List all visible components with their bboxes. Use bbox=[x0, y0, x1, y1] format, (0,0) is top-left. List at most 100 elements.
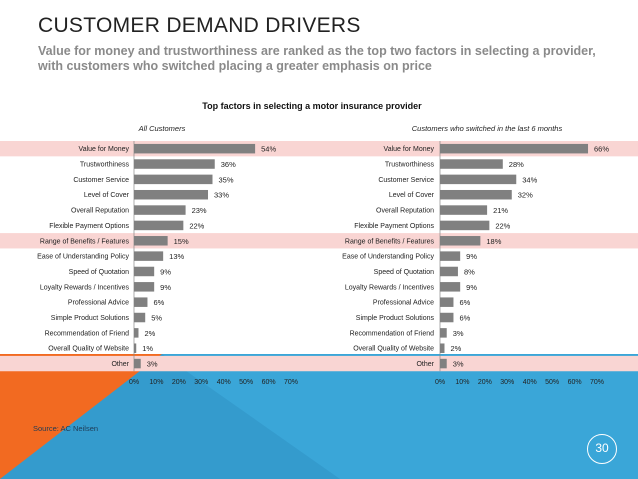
data-label: 66% bbox=[594, 145, 609, 154]
category-label: Range of Benefits / Features bbox=[345, 238, 435, 245]
bar bbox=[134, 174, 213, 185]
bar bbox=[440, 266, 458, 277]
bar bbox=[134, 312, 146, 323]
category-label: Trustworthiness bbox=[80, 162, 130, 169]
data-label: 23% bbox=[192, 206, 207, 215]
category-label: Value for Money bbox=[384, 146, 435, 153]
data-label: 18% bbox=[486, 237, 501, 246]
bar bbox=[440, 143, 589, 154]
background-shapes bbox=[0, 354, 638, 479]
chart-panel: All Customers Value for Money 54% Trustwort… bbox=[37, 124, 298, 386]
category-label: Overall Quality of Website bbox=[353, 346, 434, 353]
bar bbox=[134, 143, 256, 154]
category-label: Loyalty Rewards / Incentives bbox=[40, 284, 130, 291]
bar bbox=[440, 297, 454, 307]
bar bbox=[440, 251, 461, 261]
data-label: 9% bbox=[466, 252, 477, 261]
bar bbox=[134, 297, 148, 307]
bar bbox=[134, 282, 155, 292]
bar bbox=[134, 343, 137, 353]
data-label: 33% bbox=[214, 191, 229, 200]
bar bbox=[440, 236, 481, 246]
bar bbox=[440, 282, 461, 292]
category-label: Speed of Quotation bbox=[374, 269, 434, 276]
x-tick-label: 60% bbox=[262, 379, 276, 386]
x-tick-label: 50% bbox=[239, 379, 253, 386]
x-tick-label: 20% bbox=[172, 379, 186, 386]
data-label: 2% bbox=[450, 344, 461, 353]
category-label: Value for Money bbox=[79, 146, 130, 153]
category-label: Overall Reputation bbox=[376, 208, 434, 215]
data-label: 15% bbox=[174, 237, 189, 246]
panel-title: All Customers bbox=[138, 124, 186, 133]
data-label: 54% bbox=[261, 145, 276, 154]
x-tick-label: 70% bbox=[590, 379, 604, 386]
category-label: Flexible Payment Options bbox=[354, 223, 434, 230]
bar bbox=[440, 358, 447, 369]
data-label: 1% bbox=[142, 344, 153, 353]
category-label: Range of Benefits / Features bbox=[40, 238, 130, 245]
data-label: 22% bbox=[495, 221, 510, 230]
category-label: Trustworthiness bbox=[385, 162, 435, 169]
x-tick-label: 70% bbox=[284, 379, 298, 386]
x-tick-label: 60% bbox=[568, 379, 582, 386]
x-tick-label: 50% bbox=[545, 379, 559, 386]
bar bbox=[134, 220, 184, 231]
chart-panel: Customers who switched in the last 6 mon… bbox=[342, 124, 609, 386]
data-label: 6% bbox=[459, 298, 470, 307]
slide-subtitle: Value for money and trustworthiness are … bbox=[38, 44, 596, 73]
data-label: 32% bbox=[518, 191, 533, 200]
category-label: Overall Reputation bbox=[71, 208, 129, 215]
bar bbox=[440, 189, 512, 200]
slide-title: CUSTOMER DEMAND DRIVERS bbox=[38, 14, 361, 37]
bar bbox=[134, 328, 139, 338]
source-note: Source: AC Neilsen bbox=[33, 424, 99, 433]
category-label: Recommendation of Friend bbox=[350, 330, 435, 337]
bar bbox=[134, 266, 155, 277]
bar bbox=[440, 328, 447, 338]
category-label: Overall Quality of Website bbox=[48, 346, 129, 353]
panel-title: Customers who switched in the last 6 mon… bbox=[412, 124, 563, 133]
category-label: Professional Advice bbox=[68, 300, 129, 307]
data-label: 13% bbox=[169, 252, 184, 261]
bar bbox=[440, 343, 445, 353]
data-label: 36% bbox=[221, 160, 236, 169]
category-label: Simple Product Solutions bbox=[51, 315, 130, 322]
bar bbox=[440, 159, 503, 169]
bar bbox=[134, 189, 209, 200]
category-label: Level of Cover bbox=[389, 192, 435, 199]
bar bbox=[134, 159, 215, 169]
category-label: Ease of Understanding Policy bbox=[342, 254, 434, 261]
data-label: 3% bbox=[453, 329, 464, 338]
x-tick-label: 10% bbox=[455, 379, 469, 386]
highlight-band bbox=[0, 355, 638, 372]
data-label: 6% bbox=[459, 314, 470, 323]
bar bbox=[134, 205, 186, 215]
bar bbox=[134, 236, 168, 246]
data-label: 9% bbox=[160, 267, 171, 276]
data-label: 21% bbox=[493, 206, 508, 215]
data-label: 28% bbox=[509, 160, 524, 169]
x-tick-label: 10% bbox=[149, 379, 163, 386]
data-label: 3% bbox=[453, 360, 464, 369]
data-label: 22% bbox=[189, 221, 204, 230]
bar bbox=[134, 358, 141, 369]
category-label: Other bbox=[111, 361, 129, 368]
category-label: Customer Service bbox=[73, 177, 129, 184]
bar bbox=[440, 220, 490, 231]
x-tick-label: 30% bbox=[500, 379, 514, 386]
x-tick-label: 0% bbox=[435, 379, 445, 386]
bar bbox=[440, 174, 517, 185]
x-tick-label: 40% bbox=[217, 379, 231, 386]
category-label: Other bbox=[416, 361, 434, 368]
x-tick-label: 20% bbox=[478, 379, 492, 386]
category-label: Recommendation of Friend bbox=[45, 330, 130, 337]
chart-title: Top factors in selecting a motor insuran… bbox=[202, 101, 422, 111]
data-label: 5% bbox=[151, 314, 162, 323]
category-label: Customer Service bbox=[378, 177, 434, 184]
data-label: 3% bbox=[147, 360, 158, 369]
category-label: Professional Advice bbox=[373, 300, 434, 307]
x-tick-label: 40% bbox=[523, 379, 537, 386]
